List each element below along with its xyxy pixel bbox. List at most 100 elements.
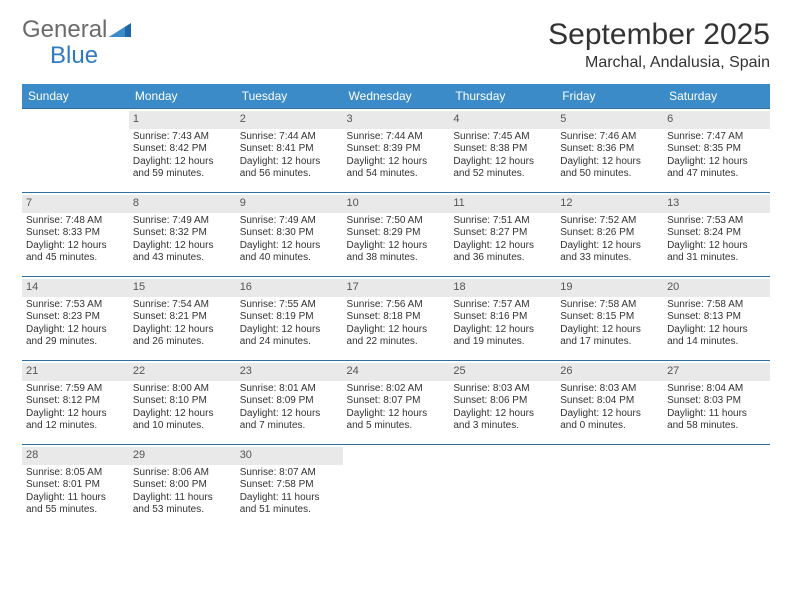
sunrise-text: Sunrise: 8:04 AM: [667, 383, 766, 396]
day-number: 6: [663, 111, 770, 129]
day-info: Sunrise: 8:04 AMSunset: 8:03 PMDaylight:…: [667, 383, 766, 433]
calendar-cell: 26Sunrise: 8:03 AMSunset: 8:04 PMDayligh…: [556, 361, 663, 445]
day-info: Sunrise: 7:53 AMSunset: 8:23 PMDaylight:…: [26, 299, 125, 349]
sunrise-text: Sunrise: 8:07 AM: [240, 467, 339, 480]
day-info: Sunrise: 8:05 AMSunset: 8:01 PMDaylight:…: [26, 467, 125, 517]
day-number: 16: [236, 279, 343, 297]
sunset-text: Sunset: 8:00 PM: [133, 479, 232, 492]
daylight-text: Daylight: 12 hours and 56 minutes.: [240, 156, 339, 181]
sunset-text: Sunset: 8:10 PM: [133, 395, 232, 408]
day-info: Sunrise: 7:44 AMSunset: 8:41 PMDaylight:…: [240, 131, 339, 181]
daylight-text: Daylight: 12 hours and 40 minutes.: [240, 240, 339, 265]
calendar-cell: 6Sunrise: 7:47 AMSunset: 8:35 PMDaylight…: [663, 109, 770, 193]
sunset-text: Sunset: 8:35 PM: [667, 143, 766, 156]
day-number: 11: [449, 195, 556, 213]
sunrise-text: Sunrise: 7:56 AM: [347, 299, 446, 312]
sunset-text: Sunset: 8:16 PM: [453, 311, 552, 324]
daylight-text: Daylight: 11 hours and 51 minutes.: [240, 492, 339, 517]
calendar-cell-empty: [22, 109, 129, 193]
day-info: Sunrise: 7:51 AMSunset: 8:27 PMDaylight:…: [453, 215, 552, 265]
sunrise-text: Sunrise: 7:44 AM: [347, 131, 446, 144]
day-number: 19: [556, 279, 663, 297]
calendar-cell: 23Sunrise: 8:01 AMSunset: 8:09 PMDayligh…: [236, 361, 343, 445]
day-header: Thursday: [449, 84, 556, 109]
logo-text-blue: Blue: [50, 42, 98, 69]
day-header: Monday: [129, 84, 236, 109]
day-number: 15: [129, 279, 236, 297]
sunset-text: Sunset: 8:12 PM: [26, 395, 125, 408]
sunrise-text: Sunrise: 8:00 AM: [133, 383, 232, 396]
calendar-cell: 27Sunrise: 8:04 AMSunset: 8:03 PMDayligh…: [663, 361, 770, 445]
sunset-text: Sunset: 8:41 PM: [240, 143, 339, 156]
calendar-cell-empty: [343, 445, 450, 529]
daylight-text: Daylight: 12 hours and 45 minutes.: [26, 240, 125, 265]
calendar-cell: 10Sunrise: 7:50 AMSunset: 8:29 PMDayligh…: [343, 193, 450, 277]
day-number: 30: [236, 447, 343, 465]
sunrise-text: Sunrise: 8:05 AM: [26, 467, 125, 480]
daylight-text: Daylight: 12 hours and 38 minutes.: [347, 240, 446, 265]
daylight-text: Daylight: 11 hours and 58 minutes.: [667, 408, 766, 433]
calendar-cell: 14Sunrise: 7:53 AMSunset: 8:23 PMDayligh…: [22, 277, 129, 361]
sunrise-text: Sunrise: 7:47 AM: [667, 131, 766, 144]
daylight-text: Daylight: 12 hours and 52 minutes.: [453, 156, 552, 181]
day-number: 23: [236, 363, 343, 381]
day-number: 1: [129, 111, 236, 129]
sunrise-text: Sunrise: 8:03 AM: [560, 383, 659, 396]
day-info: Sunrise: 7:59 AMSunset: 8:12 PMDaylight:…: [26, 383, 125, 433]
calendar-row: 21 Sunrise: 7:59 AMSunset: 8:12 PMDayligh…: [22, 361, 770, 445]
day-info: Sunrise: 7:46 AMSunset: 8:36 PMDaylight:…: [560, 131, 659, 181]
day-info: Sunrise: 8:02 AMSunset: 8:07 PMDaylight:…: [347, 383, 446, 433]
day-number: 21: [22, 363, 129, 381]
calendar-cell: 24 Sunrise: 8:02 AMSunset: 8:07 PMDayligh…: [343, 361, 450, 445]
calendar-cell: 11 Sunrise: 7:51 AMSunset: 8:27 PMDayligh…: [449, 193, 556, 277]
daylight-text: Daylight: 12 hours and 54 minutes.: [347, 156, 446, 181]
day-info: Sunrise: 7:57 AMSunset: 8:16 PMDaylight:…: [453, 299, 552, 349]
sunset-text: Sunset: 8:30 PM: [240, 227, 339, 240]
calendar-cell: 15 Sunrise: 7:54 AMSunset: 8:21 PMDayligh…: [129, 277, 236, 361]
calendar-cell: 7 Sunrise: 7:48 AMSunset: 8:33 PMDaylight…: [22, 193, 129, 277]
calendar-cell: 20Sunrise: 7:58 AMSunset: 8:13 PMDayligh…: [663, 277, 770, 361]
sunrise-text: Sunrise: 7:55 AM: [240, 299, 339, 312]
sunset-text: Sunset: 8:36 PM: [560, 143, 659, 156]
sunset-text: Sunset: 8:33 PM: [26, 227, 125, 240]
daylight-text: Daylight: 12 hours and 26 minutes.: [133, 324, 232, 349]
daylight-text: Daylight: 12 hours and 12 minutes.: [26, 408, 125, 433]
sunset-text: Sunset: 8:39 PM: [347, 143, 446, 156]
sunset-text: Sunset: 8:06 PM: [453, 395, 552, 408]
calendar-body: 1Sunrise: 7:43 AMSunset: 8:42 PMDaylight…: [22, 109, 770, 529]
day-number: 24: [343, 363, 450, 381]
daylight-text: Daylight: 12 hours and 3 minutes.: [453, 408, 552, 433]
sunrise-text: Sunrise: 7:54 AM: [133, 299, 232, 312]
day-info: Sunrise: 7:54 AMSunset: 8:21 PMDaylight:…: [133, 299, 232, 349]
day-info: Sunrise: 8:00 AMSunset: 8:10 PMDaylight:…: [133, 383, 232, 433]
day-info: Sunrise: 8:03 AMSunset: 8:04 PMDaylight:…: [560, 383, 659, 433]
daylight-text: Daylight: 12 hours and 14 minutes.: [667, 324, 766, 349]
sunset-text: Sunset: 8:29 PM: [347, 227, 446, 240]
day-header: Saturday: [663, 84, 770, 109]
day-info: Sunrise: 7:52 AMSunset: 8:26 PMDaylight:…: [560, 215, 659, 265]
calendar-row: 28Sunrise: 8:05 AMSunset: 8:01 PMDayligh…: [22, 445, 770, 529]
calendar-cell: 1Sunrise: 7:43 AMSunset: 8:42 PMDaylight…: [129, 109, 236, 193]
daylight-text: Daylight: 11 hours and 55 minutes.: [26, 492, 125, 517]
day-info: Sunrise: 7:48 AMSunset: 8:33 PMDaylight:…: [26, 215, 125, 265]
day-header: Sunday: [22, 84, 129, 109]
calendar-cell: 22 Sunrise: 8:00 AMSunset: 8:10 PMDayligh…: [129, 361, 236, 445]
daylight-text: Daylight: 12 hours and 10 minutes.: [133, 408, 232, 433]
sunset-text: Sunset: 8:03 PM: [667, 395, 766, 408]
day-number: 12: [556, 195, 663, 213]
day-info: Sunrise: 7:49 AMSunset: 8:32 PMDaylight:…: [133, 215, 232, 265]
day-header: Tuesday: [236, 84, 343, 109]
day-number: 3: [343, 111, 450, 129]
sunset-text: Sunset: 8:38 PM: [453, 143, 552, 156]
sunrise-text: Sunrise: 7:45 AM: [453, 131, 552, 144]
sunrise-text: Sunrise: 7:58 AM: [667, 299, 766, 312]
day-info: Sunrise: 8:06 AMSunset: 8:00 PMDaylight:…: [133, 467, 232, 517]
daylight-text: Daylight: 12 hours and 24 minutes.: [240, 324, 339, 349]
logo: General Blue: [22, 18, 131, 68]
daylight-text: Daylight: 12 hours and 50 minutes.: [560, 156, 659, 181]
sunset-text: Sunset: 8:01 PM: [26, 479, 125, 492]
day-number: 22: [129, 363, 236, 381]
calendar-cell: 2Sunrise: 7:44 AMSunset: 8:41 PMDaylight…: [236, 109, 343, 193]
calendar-cell: 17Sunrise: 7:56 AMSunset: 8:18 PMDayligh…: [343, 277, 450, 361]
day-number: 7: [22, 195, 129, 213]
